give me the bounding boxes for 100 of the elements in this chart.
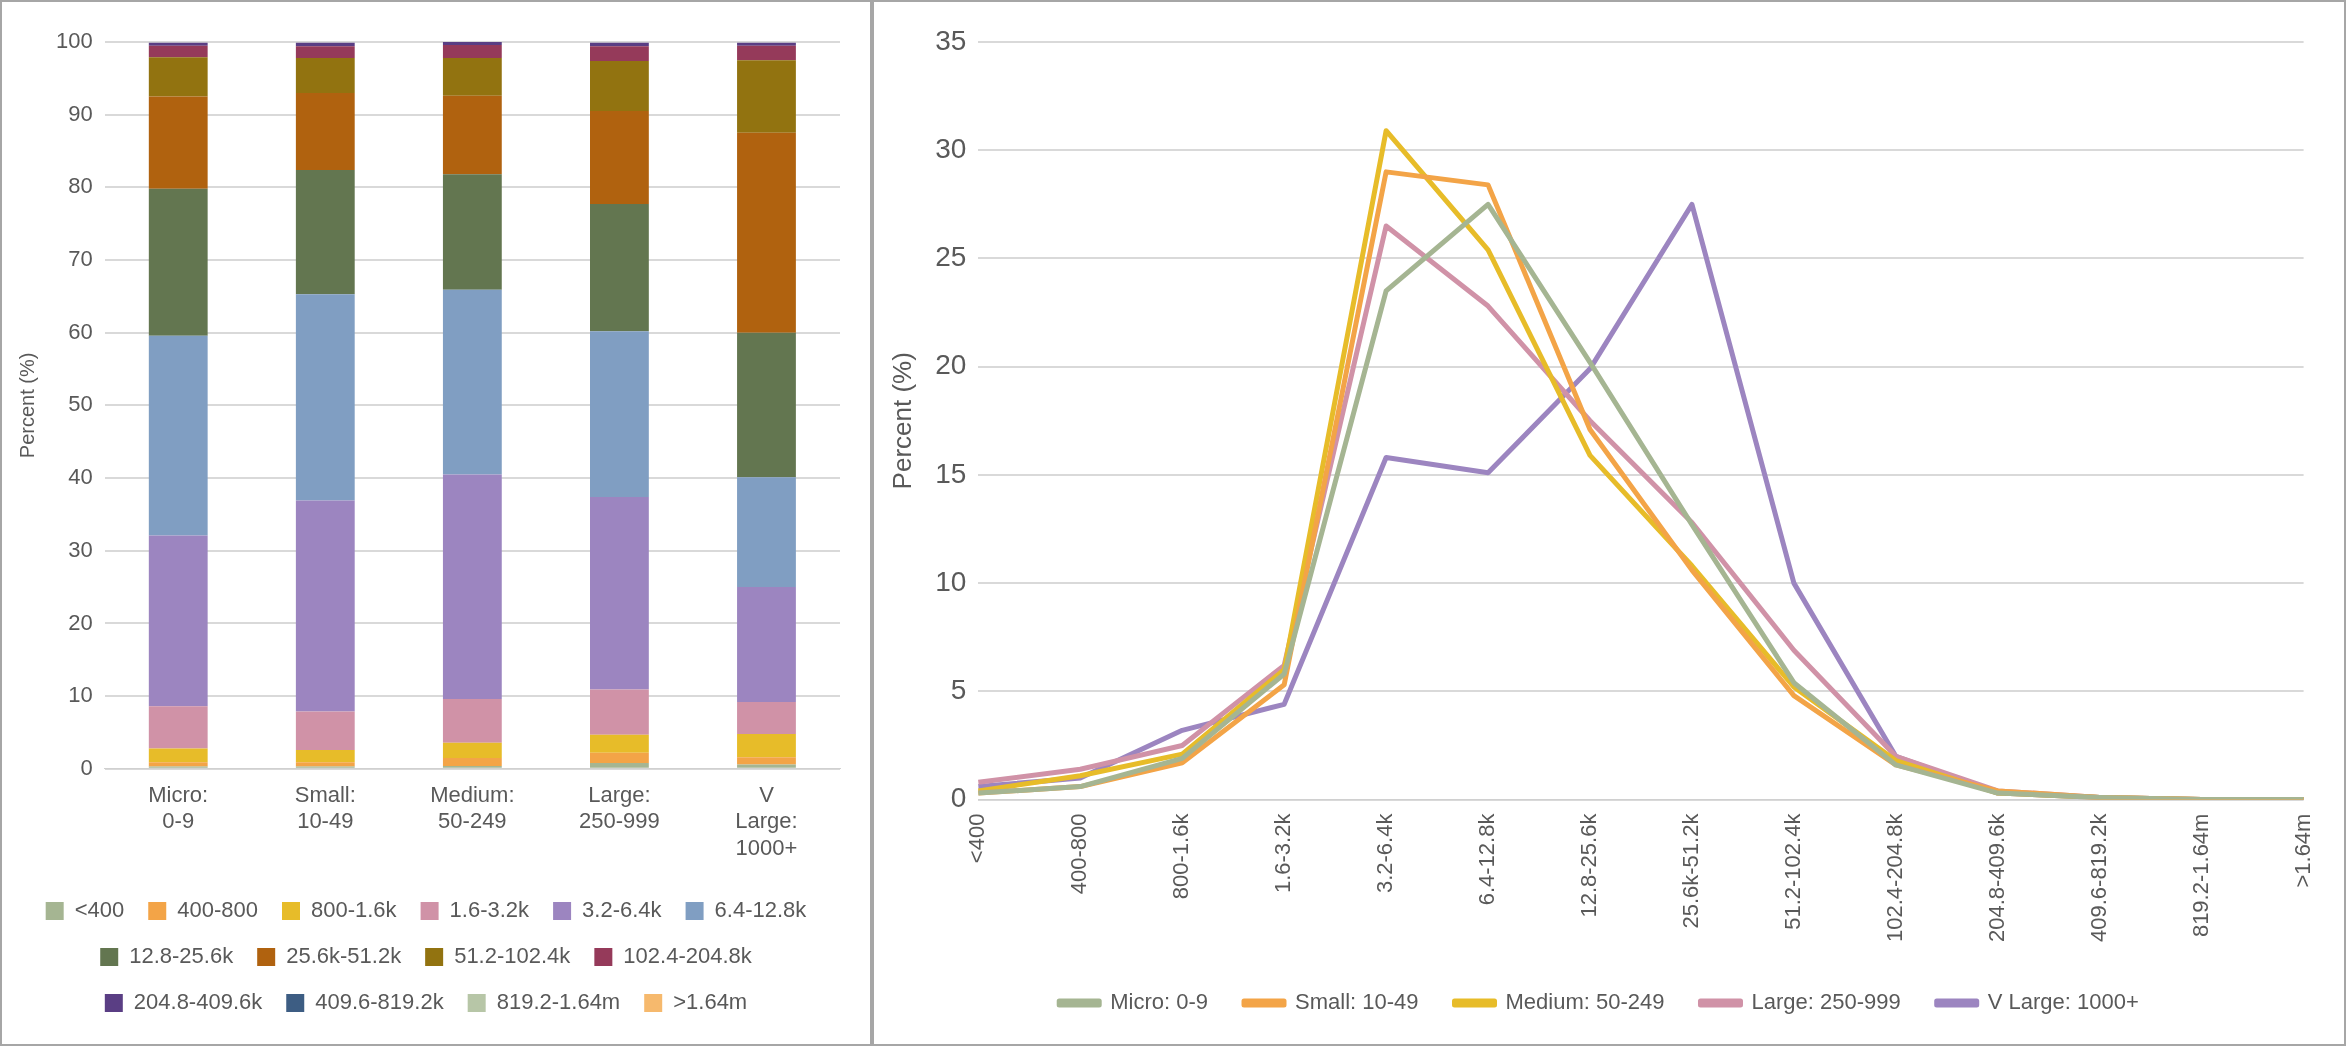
bar: [737, 764, 796, 768]
x-tick-label: 400-800: [1066, 813, 1092, 895]
legend-label: >1.64m: [673, 989, 748, 1015]
x-tick-label: Micro: 0-9: [148, 782, 209, 834]
bar: [295, 46, 355, 58]
bar: [737, 733, 796, 758]
bar: [442, 757, 502, 766]
x-tick-label: 204.8-409.6k: [1983, 812, 2009, 942]
bar: [148, 45, 208, 58]
bar: [737, 587, 796, 702]
y-tick-label: 30: [68, 536, 93, 562]
bar: [442, 174, 502, 290]
legend-label: 12.8-25.6k: [129, 943, 235, 969]
x-tick-label: >1.64m: [2289, 813, 2315, 888]
legend-label: Medium: 50-249: [1505, 989, 1665, 1015]
y-tick-label: 10: [68, 682, 93, 708]
y-tick-label: 100: [55, 28, 93, 54]
y-tick-label: 70: [68, 246, 93, 272]
bar: [590, 689, 649, 735]
bar: [442, 742, 502, 758]
bar: [737, 132, 796, 333]
bar: [737, 45, 796, 61]
legend-label: Small: 10-49: [1295, 989, 1419, 1015]
bar: [590, 204, 649, 332]
y-tick-label: 35: [935, 24, 967, 56]
x-tick-label: Small: 10-49: [294, 782, 356, 834]
legend-label: 409.6-819.2k: [315, 989, 445, 1015]
bar: [295, 711, 355, 750]
x-tick-label: Large: 250-999: [579, 782, 660, 834]
bar: [148, 535, 208, 707]
bar: [590, 752, 649, 763]
legend-label: 51.2-102.4k: [454, 943, 572, 969]
bar: [590, 331, 649, 497]
bar: [148, 96, 208, 189]
bar: [148, 335, 208, 536]
bar: [737, 42, 796, 46]
bar: [737, 757, 796, 765]
x-tick-label: 1.6-3.2k: [1270, 812, 1296, 894]
bar: [295, 500, 355, 712]
x-tick-label: <400: [964, 813, 990, 864]
bar: [442, 44, 502, 58]
y-tick-label: 50: [68, 391, 93, 417]
y-tick-label: 60: [68, 318, 93, 344]
bar: [148, 706, 208, 749]
y-tick-label: 20: [68, 609, 93, 635]
bar: [590, 111, 649, 205]
y-axis-title: Percent (%): [15, 352, 38, 459]
x-tick-label: Medium: 50-249: [430, 782, 515, 834]
x-tick-label: 6.4-12.8k: [1474, 812, 1500, 906]
x-tick-label: 102.4-204.8k: [1881, 812, 1907, 942]
bar: [590, 496, 649, 690]
bar: [148, 57, 208, 97]
bar: [590, 734, 649, 753]
bar: [295, 294, 355, 501]
y-tick-label: 20: [935, 349, 967, 381]
y-tick-label: 90: [68, 100, 93, 126]
x-tick-label: 25.6k-51.2k: [1678, 812, 1704, 929]
bar: [442, 95, 502, 175]
bar: [442, 699, 502, 743]
legend-label: 102.4-204.8k: [623, 943, 753, 969]
bar: [295, 749, 355, 763]
x-tick-label: 409.6-819.2k: [2085, 812, 2111, 942]
bar: [737, 701, 796, 734]
x-tick-label: 3.2-6.4k: [1372, 812, 1398, 894]
y-tick-label: 25: [935, 241, 967, 273]
legend-label: 204.8-409.6k: [133, 989, 264, 1015]
y-tick-label: 10: [935, 565, 967, 597]
y-axis-title: Percent (%): [886, 352, 917, 490]
x-tick-label: V Large: 1000+: [735, 782, 798, 860]
legend-label: V Large: 1000+: [1987, 989, 2139, 1015]
bar: [295, 92, 355, 170]
bar: [737, 60, 796, 133]
bar: [442, 42, 502, 45]
bar: [737, 477, 796, 588]
bar: [295, 762, 355, 767]
y-tick-label: 80: [68, 173, 93, 199]
y-tick-label: 5: [950, 674, 967, 706]
y-tick-label: 0: [950, 782, 967, 814]
x-tick-label: 800-1.6k: [1168, 812, 1194, 900]
x-tick-label: 819.2-1.64m: [2187, 813, 2213, 938]
legend-label: 25.6k-51.2k: [286, 943, 403, 969]
y-tick-label: 15: [935, 457, 967, 489]
bar: [590, 46, 649, 61]
x-tick-label: 12.8-25.6k: [1576, 812, 1602, 918]
bar: [148, 188, 208, 336]
y-tick-label: 0: [80, 754, 93, 780]
bar: [737, 332, 796, 478]
y-tick-label: 30: [935, 132, 967, 164]
bar: [442, 57, 502, 96]
bar: [442, 474, 502, 700]
bar: [590, 60, 649, 112]
legend-label: Micro: 0-9: [1110, 989, 1209, 1015]
bar: [295, 57, 355, 93]
y-tick-label: 40: [68, 464, 93, 490]
bar: [148, 748, 208, 763]
bar: [442, 289, 502, 475]
legend-label: 819.2-1.64m: [496, 989, 621, 1015]
legend-label: Large: 250-999: [1751, 989, 1901, 1015]
bar: [148, 42, 208, 46]
bar: [295, 169, 355, 295]
